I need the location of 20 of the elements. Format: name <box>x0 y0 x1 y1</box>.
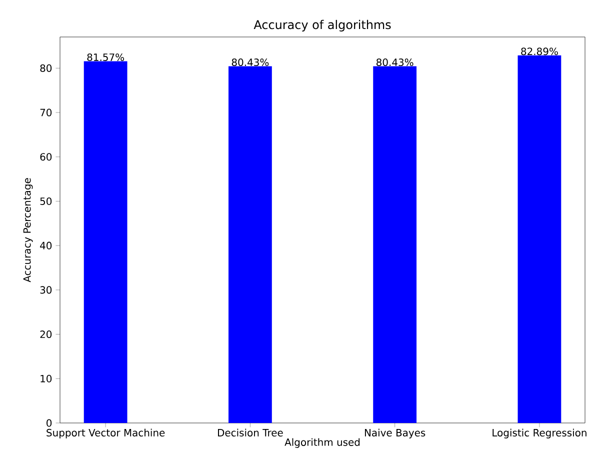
y-tick-label: 70 <box>40 108 52 116</box>
y-tick-label: 50 <box>40 197 52 205</box>
data-label: 82.89% <box>521 48 558 56</box>
data-label: 81.57% <box>87 53 124 61</box>
y-tick-label: 80 <box>40 64 52 72</box>
x-axis-title: Algorithm used <box>284 438 360 448</box>
y-tick-label: 0 <box>46 419 52 427</box>
x-tick-label: Support Vector Machine <box>46 428 165 438</box>
data-label: 80.43% <box>376 58 414 66</box>
y-tick-label: 60 <box>40 153 52 161</box>
y-tick-label: 20 <box>40 330 52 338</box>
y-tick-label: 10 <box>40 374 52 382</box>
y-tick-label: 30 <box>40 286 52 294</box>
x-tick-label: Logistic Regression <box>492 428 586 438</box>
y-axis-title: Accuracy Percentage <box>23 178 33 282</box>
chart-title: Accuracy of algorithms <box>254 20 391 32</box>
x-tick-label: Decision Tree <box>218 428 283 436</box>
data-label: 80.43% <box>232 58 269 66</box>
x-tick-label: Naive Bayes <box>364 428 426 438</box>
y-tick-label: 40 <box>40 242 52 250</box>
